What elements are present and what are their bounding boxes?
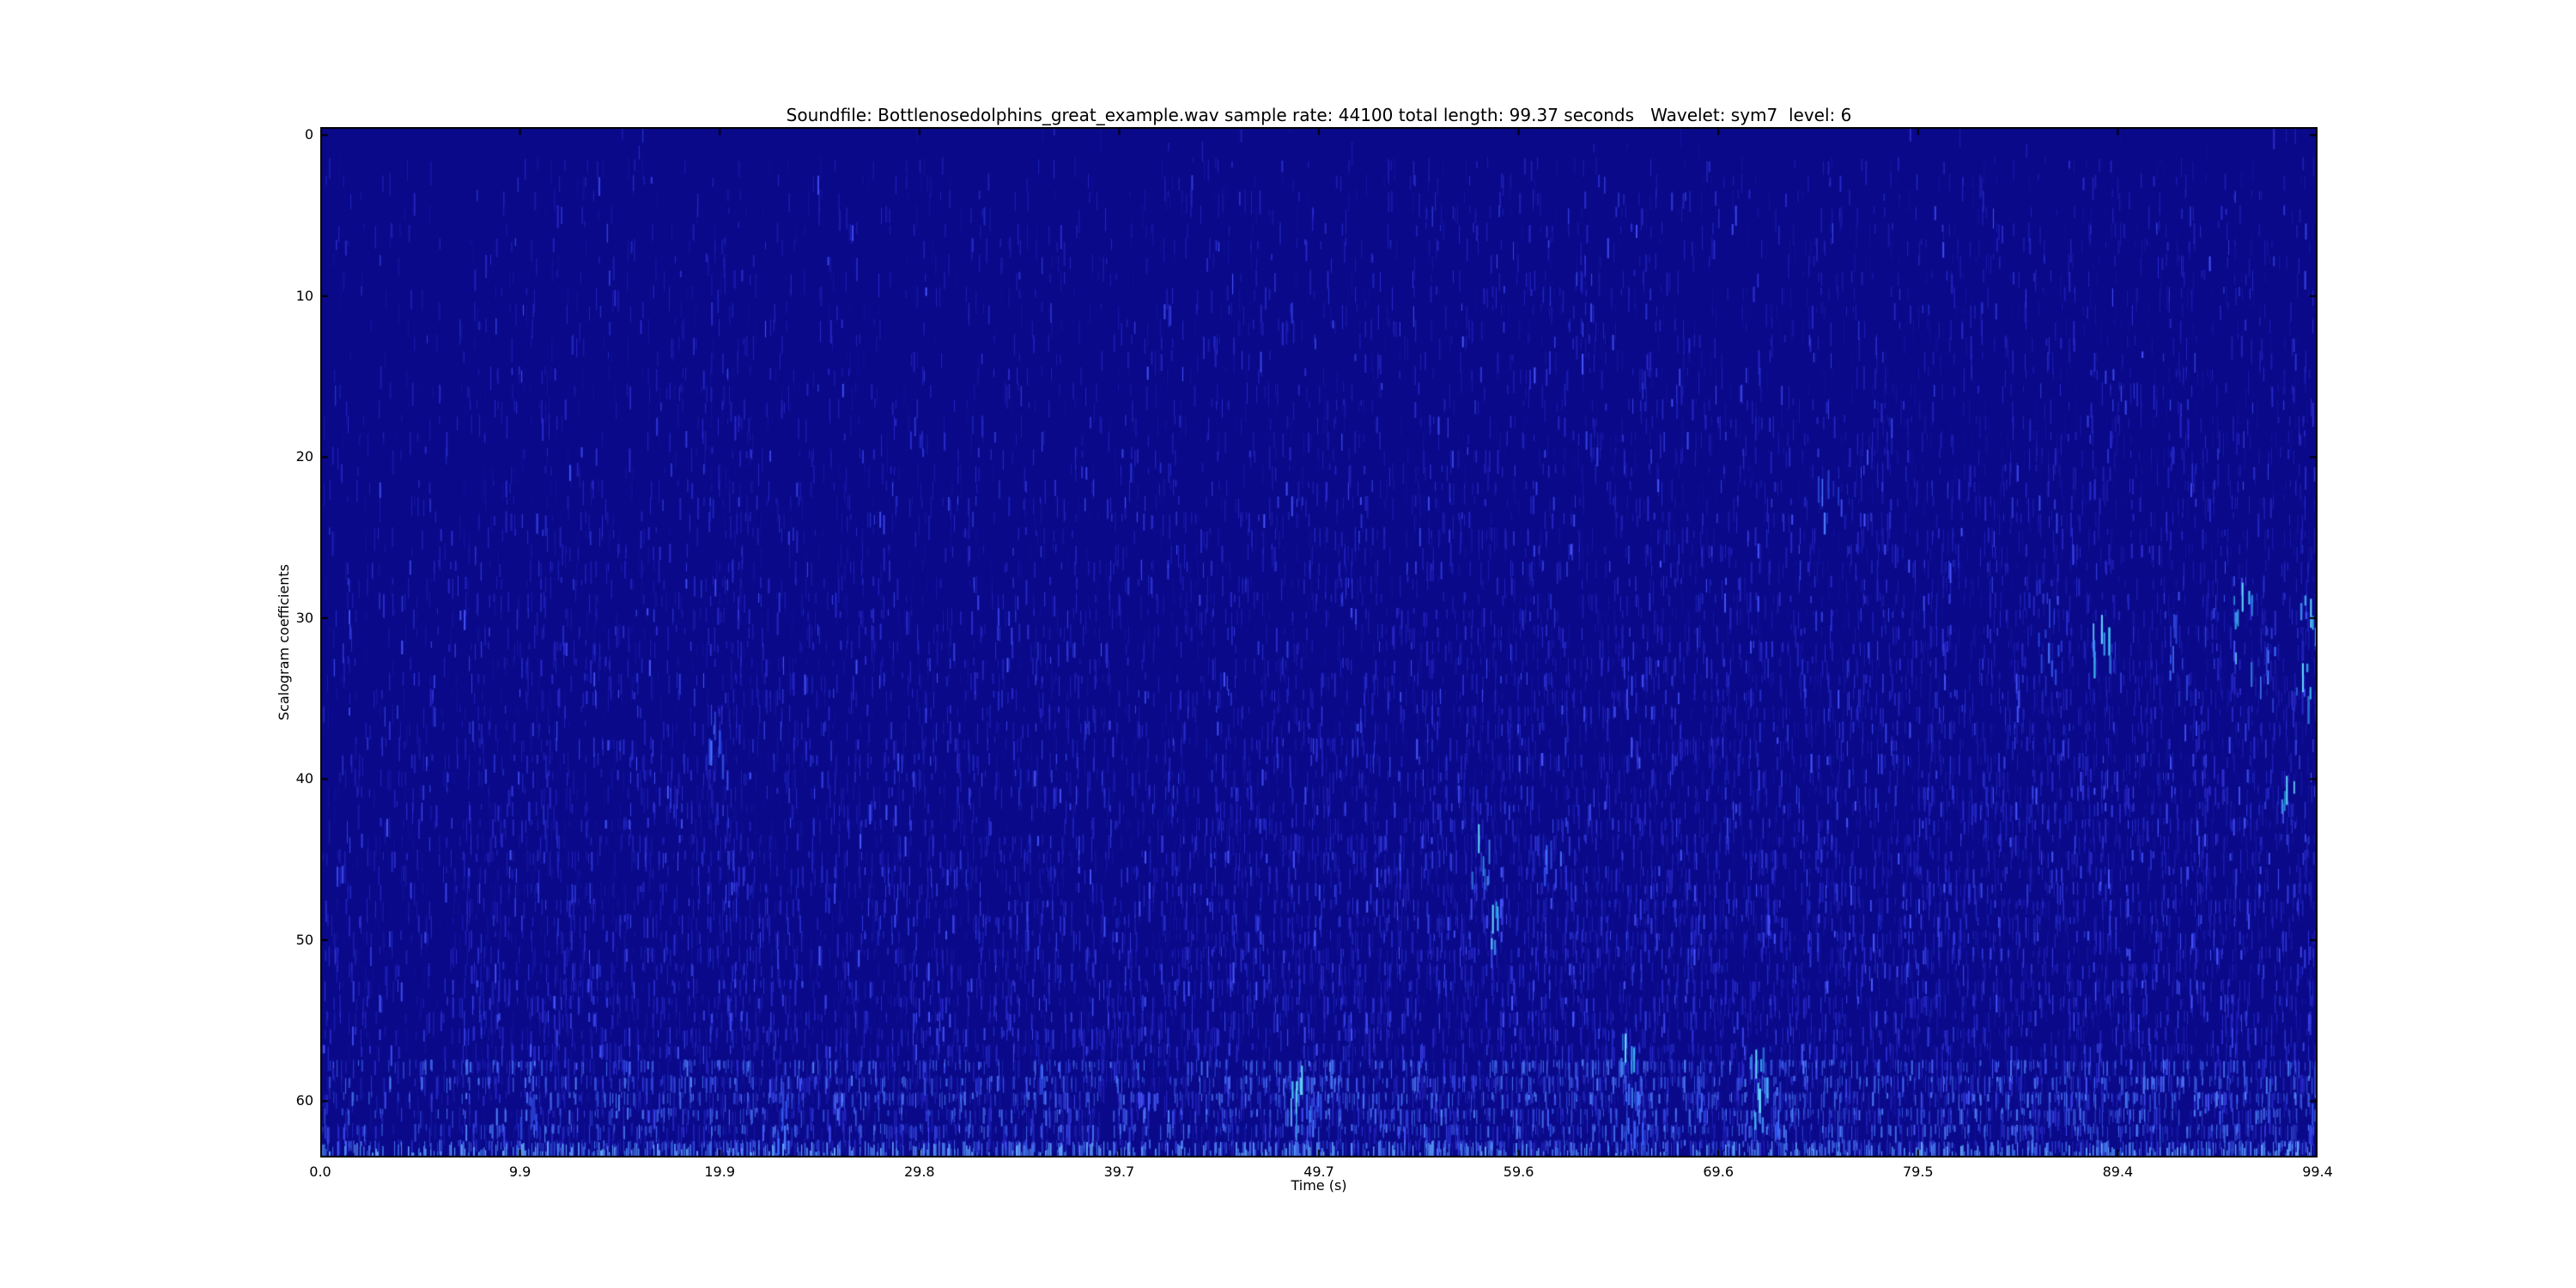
x-tick-label: 29.8 xyxy=(903,1163,935,1180)
y-tick-label: 40 xyxy=(295,770,313,787)
x-tick-label: 99.4 xyxy=(2302,1163,2333,1180)
y-tick-label: 10 xyxy=(295,287,313,304)
y-tick-label: 30 xyxy=(295,609,313,626)
y-axis-label: Scalogram coefficients xyxy=(276,564,292,720)
scalogram-heatmap-canvas xyxy=(320,127,2318,1157)
x-tick-label: 0.0 xyxy=(309,1163,331,1180)
x-tick-label: 79.5 xyxy=(1902,1163,1934,1180)
x-tick-label: 59.6 xyxy=(1503,1163,1534,1180)
y-tick-label: 60 xyxy=(295,1092,313,1109)
y-tick-label: 50 xyxy=(295,931,313,948)
x-tick-label: 19.9 xyxy=(704,1163,735,1180)
plot-area xyxy=(320,127,2318,1157)
x-axis-label: Time (s) xyxy=(1291,1177,1347,1194)
x-tick-label: 89.4 xyxy=(2102,1163,2134,1180)
plot-title: Soundfile: Bottlenosedolphins_great_exam… xyxy=(786,105,1852,125)
y-tick-label: 20 xyxy=(295,448,313,465)
x-tick-label: 69.6 xyxy=(1703,1163,1734,1180)
y-tick-label: 0 xyxy=(304,126,313,143)
x-tick-label: 9.9 xyxy=(508,1163,532,1180)
x-tick-label: 39.7 xyxy=(1103,1163,1135,1180)
x-tick-label: 49.7 xyxy=(1303,1163,1334,1180)
